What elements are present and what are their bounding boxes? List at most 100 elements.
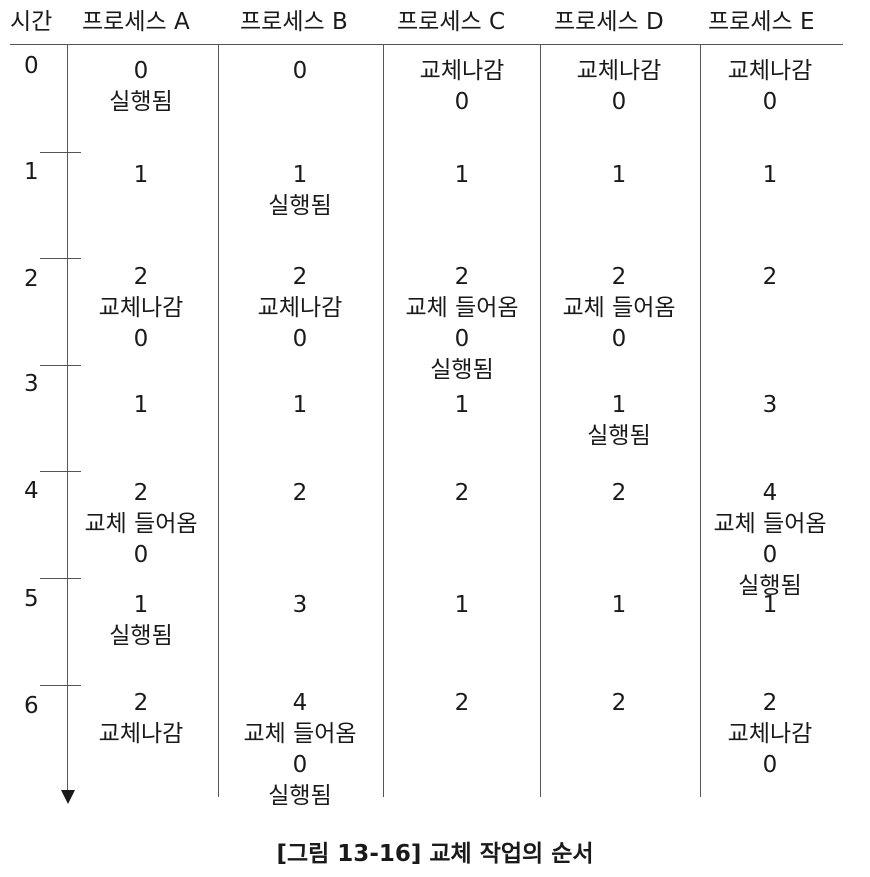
process-d-state-cell: 2	[612, 478, 627, 509]
time-tick	[40, 685, 81, 686]
process-c-state-cell: 1	[455, 160, 470, 191]
process-a-state-cell: 0 실행됨	[109, 56, 172, 118]
state-text: 1	[762, 162, 778, 188]
state-text: 1	[454, 592, 470, 618]
process-b-state-cell: 0	[293, 56, 308, 87]
process-b-state-cell: 3	[293, 590, 308, 621]
time-label: 0	[24, 53, 39, 79]
time-axis-line	[67, 45, 68, 793]
process-e-header: 프로세스 E	[708, 9, 815, 35]
state-text: 1	[292, 162, 308, 188]
state-text: 4	[762, 480, 778, 506]
time-label: 4	[24, 478, 39, 504]
time-tick	[40, 365, 81, 366]
process-d-state-cell: 1	[612, 590, 627, 621]
process-a-state-cell: 1 실행됨	[109, 590, 172, 652]
state-text: 0	[454, 326, 470, 352]
state-text: 2	[762, 264, 778, 290]
state-text: 1	[611, 592, 627, 618]
state-text: 0	[292, 752, 308, 778]
state-text: 교체 들어옴	[84, 511, 198, 537]
state-text: 4	[292, 690, 308, 716]
process-c-state-cell: 2	[455, 478, 470, 509]
process-e-state-cell: 1	[763, 590, 778, 621]
state-text: 1	[454, 392, 470, 418]
process-c-state-cell: 1	[455, 390, 470, 421]
process-b-state-cell: 2 교체나감 0	[258, 262, 343, 355]
time-label: 6	[24, 693, 39, 719]
time-tick	[40, 471, 81, 472]
state-text: 1	[292, 392, 308, 418]
process-a-state-cell: 2 교체나감 0	[99, 262, 184, 355]
state-text: 실행됨	[109, 89, 173, 115]
process-d-state-cell: 1	[612, 160, 627, 191]
time-label: 3	[24, 371, 39, 397]
process-b-state-cell: 1	[293, 390, 308, 421]
process-a-state-cell: 2 교체나감	[99, 688, 184, 750]
state-text: 3	[292, 592, 308, 618]
time-label: 5	[24, 586, 39, 612]
header-divider	[10, 44, 843, 45]
process-a-state-cell: 2 교체 들어옴 0	[84, 478, 197, 571]
process-c-state-cell: 1	[455, 590, 470, 621]
process-b-header: 프로세스 B	[240, 9, 348, 35]
process-e-state-cell: 2 교체나감 0	[728, 688, 813, 781]
state-text: 2	[454, 264, 470, 290]
state-text: 1	[133, 392, 149, 418]
state-text: 교체나감	[419, 58, 505, 84]
column-divider	[540, 45, 541, 797]
state-text: 교체나감	[576, 58, 662, 84]
state-text: 2	[292, 264, 308, 290]
time-label: 1	[24, 159, 39, 185]
figure-caption: [그림 13-16] 교체 작업의 순서	[276, 841, 594, 867]
state-text: 실행됨	[109, 623, 173, 649]
state-text: 2	[454, 480, 470, 506]
process-b-state-cell: 2	[293, 478, 308, 509]
column-divider	[700, 45, 701, 797]
state-text: 3	[762, 392, 778, 418]
process-e-state-cell: 교체나감 0	[728, 56, 813, 118]
state-text: 1	[611, 392, 627, 418]
time-axis-arrowhead	[61, 790, 75, 804]
process-d-state-cell: 1 실행됨	[587, 390, 650, 452]
state-text: 교체 들어옴	[562, 295, 676, 321]
state-text: 0	[133, 58, 149, 84]
state-text: 실행됨	[268, 193, 332, 219]
state-text: 0	[292, 326, 308, 352]
time-tick	[40, 578, 81, 579]
state-text: 2	[292, 480, 308, 506]
state-text: 0	[611, 89, 627, 115]
state-text: 0	[133, 542, 149, 568]
process-c-state-cell: 2	[455, 688, 470, 719]
process-e-state-cell: 2	[763, 262, 778, 293]
process-d-state-cell: 교체나감 0	[577, 56, 662, 118]
state-text: 2	[611, 690, 627, 716]
process-e-state-cell: 1	[763, 160, 778, 191]
state-text: 교체나감	[98, 721, 184, 747]
state-text: 0	[133, 326, 149, 352]
process-a-state-cell: 1	[134, 160, 149, 191]
state-text: 0	[454, 89, 470, 115]
process-e-state-cell: 3	[763, 390, 778, 421]
column-divider	[218, 45, 219, 797]
state-text: 교체나감	[257, 295, 343, 321]
state-text: 교체 들어옴	[243, 721, 357, 747]
process-c-state-cell: 교체나감 0	[420, 56, 505, 118]
state-text: 실행됨	[268, 783, 332, 809]
state-text: 1	[454, 162, 470, 188]
state-text: 실행됨	[587, 423, 651, 449]
time-tick	[40, 152, 81, 153]
state-text: 1	[133, 162, 149, 188]
process-c-header: 프로세스 C	[397, 9, 506, 35]
state-text: 실행됨	[738, 573, 802, 599]
state-text: 교체나감	[98, 295, 184, 321]
state-text: 0	[762, 752, 778, 778]
state-text: 1	[611, 162, 627, 188]
state-text: 2	[133, 264, 149, 290]
state-text: 0	[762, 89, 778, 115]
state-text: 0	[292, 58, 308, 84]
state-text: 0	[762, 542, 778, 568]
state-text: 교체나감	[727, 58, 813, 84]
state-text: 0	[611, 326, 627, 352]
state-text: 1	[762, 592, 778, 618]
